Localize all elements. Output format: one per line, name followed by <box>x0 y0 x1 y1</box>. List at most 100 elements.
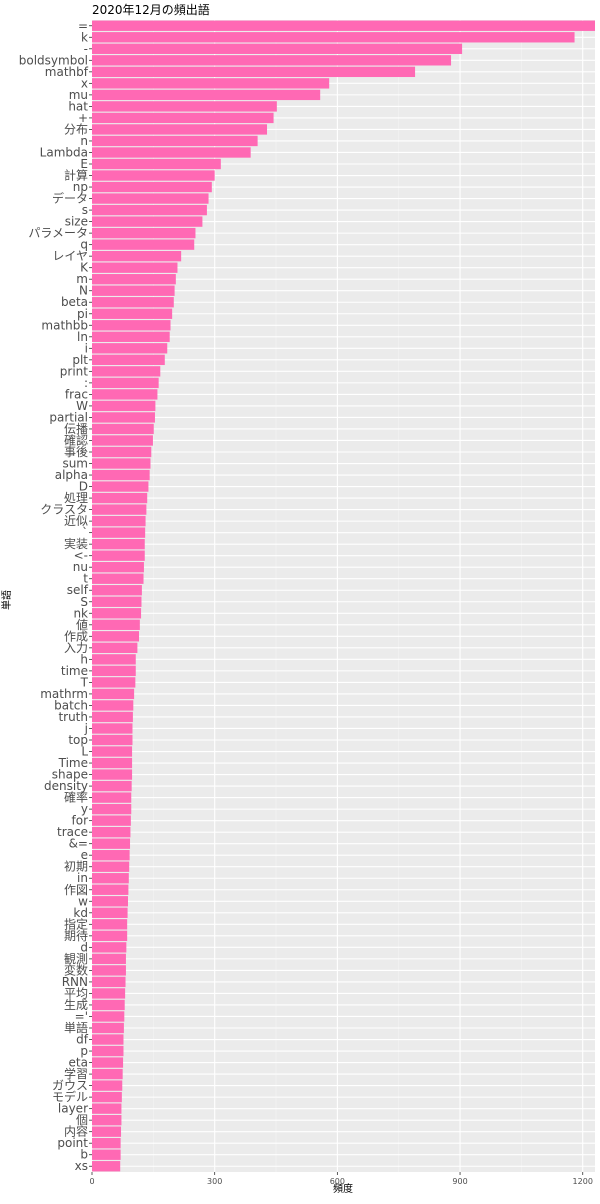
bar <box>92 101 277 112</box>
y-tick-label: beta <box>61 295 88 309</box>
y-tick-label: alpha <box>55 468 88 482</box>
bar <box>92 400 156 412</box>
bar <box>92 262 178 273</box>
y-tick-label: b <box>80 1148 88 1162</box>
y-tick-label: Lambda <box>40 145 88 159</box>
bar <box>92 608 142 619</box>
y-tick-label: h <box>80 652 88 666</box>
bar <box>92 988 126 999</box>
bar <box>92 815 131 826</box>
y-tick-label: truth <box>58 710 88 724</box>
bar <box>92 377 159 389</box>
y-tick-label: T <box>80 675 89 689</box>
bar <box>92 700 134 711</box>
y-tick-label: S <box>80 595 88 609</box>
bar <box>92 124 268 135</box>
bar <box>92 527 146 538</box>
y-tick-label: xs <box>75 1159 88 1173</box>
y-tick-label: top <box>68 733 88 747</box>
y-tick-label: RNN <box>62 975 88 989</box>
y-tick-label: m <box>76 272 88 286</box>
y-tick-label: =' <box>75 1009 88 1023</box>
bar <box>92 873 129 884</box>
bar <box>92 619 140 630</box>
y-tick-label: p <box>80 1044 88 1058</box>
y-tick-label: mu <box>69 88 88 102</box>
bar <box>92 193 209 204</box>
bar <box>92 677 136 688</box>
y-tick-label: density <box>44 779 88 793</box>
bar <box>92 89 321 101</box>
y-tick-label: y <box>81 802 88 816</box>
y-tick-label: L <box>81 745 88 759</box>
y-tick-label: 期待 <box>64 929 88 943</box>
bar <box>92 896 128 907</box>
y-tick-label: n <box>80 134 88 148</box>
bar <box>92 55 452 66</box>
y-tick-label: 変数 <box>64 962 88 977</box>
bar <box>92 1126 122 1137</box>
y-tick-label: plt <box>72 353 88 367</box>
y-tick-label: 近似 <box>64 514 88 528</box>
bar <box>92 665 136 677</box>
bar <box>92 965 126 976</box>
bar <box>92 573 144 584</box>
y-tick-label: mathbb <box>41 318 88 332</box>
bar <box>92 1034 124 1045</box>
y-tick-label: 単語 <box>64 1020 88 1035</box>
bar <box>92 458 151 469</box>
y-tick-label: i <box>85 341 88 355</box>
y-tick-label: N <box>79 284 88 298</box>
y-tick-label: 伝播 <box>64 422 88 436</box>
bar <box>92 343 168 354</box>
y-tick-labels: =k-boldsymbolmathbfxmuhat+分布nLambdaE計算np… <box>19 19 92 1173</box>
bar <box>92 227 196 239</box>
bar <box>92 1057 124 1068</box>
y-tick-label: E <box>80 157 88 171</box>
bar <box>92 953 126 965</box>
y-tick-label: 平均 <box>64 986 88 1000</box>
y-tick-label: 作成 <box>64 629 88 643</box>
bar <box>92 907 128 918</box>
y-tick-label: df <box>76 1033 89 1047</box>
y-tick-label: pi <box>77 307 88 321</box>
y-tick-label: ln <box>77 330 88 344</box>
bar <box>92 1045 124 1057</box>
y-axis-label: 単語 <box>0 590 13 610</box>
y-tick-label: 内容 <box>64 1124 88 1139</box>
bar <box>92 1103 122 1114</box>
y-tick-label: self <box>67 583 89 597</box>
bar <box>92 423 154 435</box>
bar <box>92 216 203 227</box>
bar <box>92 919 128 930</box>
bar <box>92 538 145 550</box>
y-tick-label: t <box>83 572 88 586</box>
y-tick-label: print <box>60 364 88 378</box>
bar <box>92 181 212 193</box>
bar <box>92 1149 121 1160</box>
bar <box>92 320 171 331</box>
bar <box>92 78 330 89</box>
y-tick-label: 初期 <box>64 860 88 874</box>
x-tick-labels: 0 300 600 900 1200 <box>89 1172 593 1186</box>
chart-title: 2020年12月の頻出語 <box>92 2 210 17</box>
y-tick-label: mathrm <box>40 687 88 701</box>
y-tick-label: k <box>81 30 88 44</box>
bar <box>92 1161 121 1172</box>
x-tick-label: 600 <box>330 1177 345 1186</box>
bar <box>92 135 258 147</box>
bar <box>92 469 150 481</box>
y-tick-label: - <box>84 42 88 56</box>
y-tick-label: s <box>82 203 88 217</box>
bar <box>92 239 195 250</box>
bar <box>92 1091 122 1103</box>
bar <box>92 631 140 642</box>
bar <box>92 942 127 953</box>
y-tick-label: データ <box>52 191 88 206</box>
plot-panel <box>92 20 595 1172</box>
y-tick-label: kd <box>73 906 88 920</box>
y-tick-label: w <box>78 894 88 908</box>
bar <box>92 884 129 895</box>
